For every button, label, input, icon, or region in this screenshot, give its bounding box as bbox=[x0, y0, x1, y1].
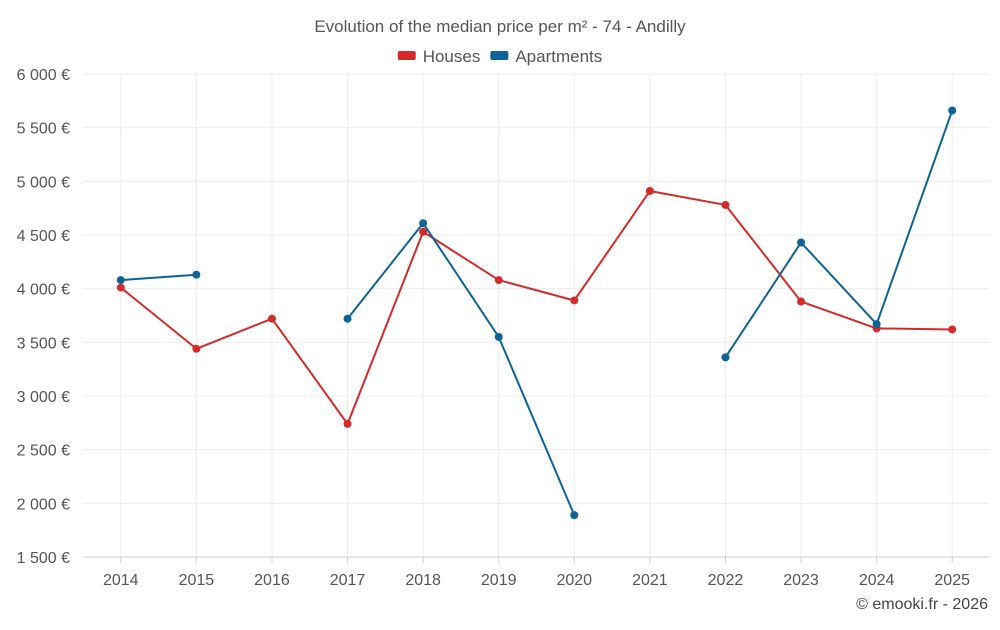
data-point[interactable] bbox=[419, 219, 428, 228]
x-tick-label: 2014 bbox=[103, 572, 139, 589]
y-tick-label: 4 500 € bbox=[17, 228, 70, 245]
data-point[interactable] bbox=[192, 270, 201, 279]
data-point[interactable] bbox=[267, 314, 276, 323]
x-tick-label: 2025 bbox=[934, 572, 970, 589]
data-point[interactable] bbox=[494, 332, 503, 341]
series-line bbox=[724, 110, 954, 358]
data-point[interactable] bbox=[570, 296, 579, 305]
data-point[interactable] bbox=[494, 276, 503, 285]
legend-swatch bbox=[397, 51, 416, 60]
legend: Houses Apartments bbox=[397, 47, 602, 66]
grid bbox=[83, 73, 990, 558]
x-tick-label: 2024 bbox=[859, 572, 895, 589]
x-tick-label: 2019 bbox=[481, 572, 517, 589]
x-tick-label: 2015 bbox=[179, 572, 215, 589]
x-tick-label: 2018 bbox=[405, 572, 441, 589]
y-tick-label: 3 500 € bbox=[17, 335, 70, 352]
series-apartments bbox=[116, 106, 957, 520]
data-point[interactable] bbox=[721, 353, 730, 362]
data-point[interactable] bbox=[116, 283, 125, 292]
axes: 1 500 € 2 000 € 2 500 € 3 000 € 3 500 € 4 000… bbox=[17, 67, 990, 589]
series-line bbox=[346, 222, 576, 516]
data-point[interactable] bbox=[192, 344, 201, 353]
series-line bbox=[120, 189, 953, 425]
legend-label: Apartments bbox=[515, 47, 602, 66]
legend-item-houses[interactable]: Houses bbox=[397, 47, 481, 66]
y-tick-label: 5 000 € bbox=[17, 174, 70, 191]
y-tick-label: 1 500 € bbox=[17, 550, 70, 567]
x-tick-label: 2020 bbox=[556, 572, 592, 589]
series-houses bbox=[116, 186, 957, 428]
data-point[interactable] bbox=[797, 238, 806, 247]
data-point[interactable] bbox=[797, 297, 806, 306]
data-point[interactable] bbox=[948, 106, 957, 115]
x-tick-label: 2021 bbox=[632, 572, 668, 589]
x-tick-label: 2023 bbox=[783, 572, 819, 589]
series-line bbox=[120, 273, 197, 282]
y-tick-label: 2 500 € bbox=[17, 443, 70, 460]
credit-text: © emooki.fr - 2026 bbox=[856, 596, 988, 613]
series-layer bbox=[116, 106, 957, 520]
data-point[interactable] bbox=[645, 186, 654, 195]
data-point[interactable] bbox=[419, 227, 428, 236]
x-tick-label: 2016 bbox=[254, 572, 290, 589]
legend-label: Houses bbox=[423, 47, 481, 66]
chart-title: Evolution of the median price per m² - 7… bbox=[314, 17, 686, 36]
y-tick-label: 5 500 € bbox=[17, 121, 70, 138]
data-point[interactable] bbox=[570, 511, 579, 520]
legend-swatch bbox=[490, 51, 509, 60]
x-tick-label: 2017 bbox=[330, 572, 366, 589]
legend-item-apartments[interactable]: Apartments bbox=[490, 47, 602, 66]
data-point[interactable] bbox=[343, 314, 352, 323]
data-point[interactable] bbox=[116, 276, 125, 285]
y-tick-label: 3 000 € bbox=[17, 389, 70, 406]
y-tick-label: 6 000 € bbox=[17, 67, 70, 84]
data-point[interactable] bbox=[721, 200, 730, 209]
data-point[interactable] bbox=[948, 325, 957, 334]
data-point[interactable] bbox=[343, 419, 352, 428]
x-tick-label: 2022 bbox=[708, 572, 744, 589]
y-tick-label: 4 000 € bbox=[17, 282, 70, 299]
y-tick-label: 2 000 € bbox=[17, 496, 70, 513]
data-point[interactable] bbox=[872, 320, 881, 329]
